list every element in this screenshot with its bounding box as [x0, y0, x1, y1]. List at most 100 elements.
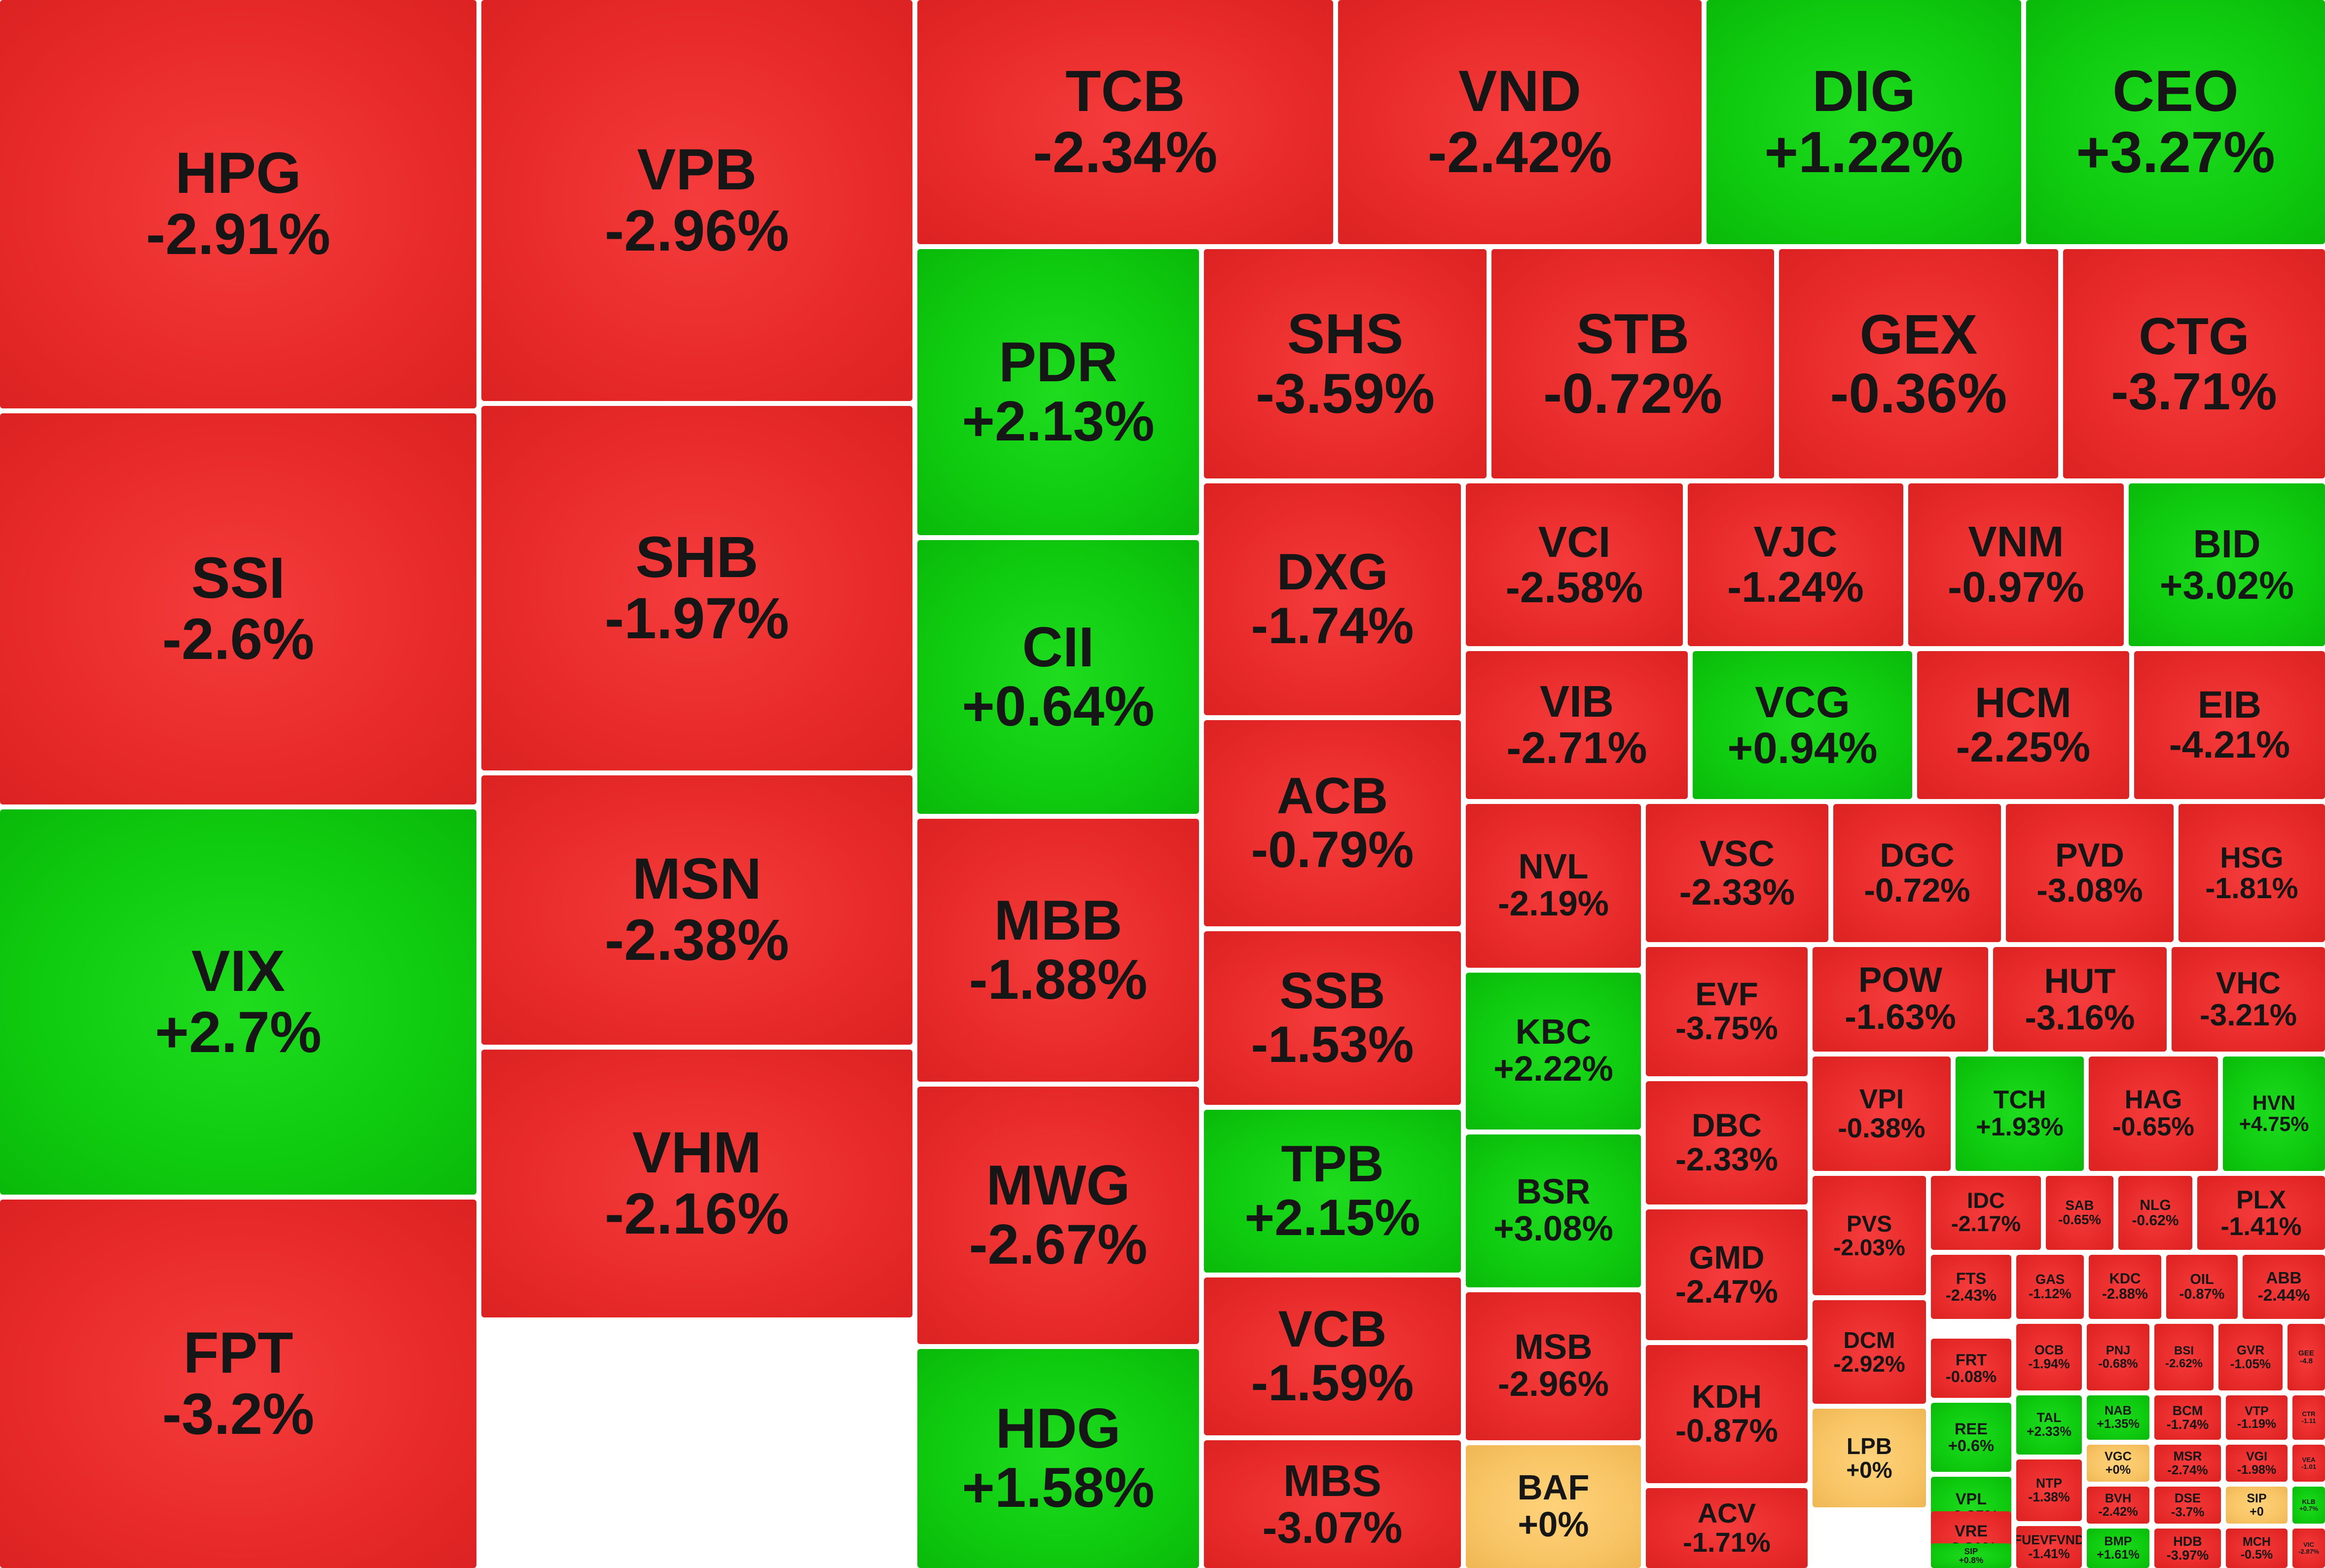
- stock-tile-acv[interactable]: ACV -1.71%: [1646, 1488, 1808, 1568]
- stock-tile-cii[interactable]: CII +0.64%: [917, 540, 1199, 814]
- stock-tile-vpi[interactable]: VPI -0.38%: [1813, 1057, 1951, 1171]
- stock-tile-abb[interactable]: ABB -2.44%: [2243, 1255, 2325, 1319]
- stock-tile-kbc[interactable]: KBC +2.22%: [1466, 973, 1641, 1130]
- stock-tile-bvh[interactable]: BVH -2.42%: [2087, 1487, 2149, 1524]
- stock-tile-evf[interactable]: EVF -3.75%: [1646, 947, 1808, 1076]
- stock-tile-baf[interactable]: BAF +0%: [1466, 1445, 1641, 1568]
- stock-tile-plx[interactable]: PLX -1.41%: [2197, 1176, 2325, 1250]
- stock-tile-hag[interactable]: HAG -0.65%: [2089, 1057, 2218, 1171]
- stock-tile-hut[interactable]: HUT -3.16%: [1993, 947, 2167, 1052]
- stock-tile-lpb[interactable]: LPB +0%: [1813, 1409, 1926, 1507]
- stock-tile-sab[interactable]: SAB -0.65%: [2046, 1176, 2113, 1250]
- stock-tile-vhm[interactable]: VHM -2.16%: [481, 1050, 912, 1317]
- stock-tile-tpb[interactable]: TPB +2.15%: [1204, 1110, 1461, 1273]
- stock-tile-mbs[interactable]: MBS -3.07%: [1204, 1440, 1461, 1568]
- stock-tile-msn[interactable]: MSN -2.38%: [481, 775, 912, 1045]
- stock-tile-msr[interactable]: MSR -2.74%: [2154, 1445, 2221, 1482]
- stock-tile-ssb[interactable]: SSB -1.53%: [1204, 931, 1461, 1105]
- stock-tile-dbc[interactable]: DBC -2.33%: [1646, 1081, 1808, 1204]
- stock-tile-fuevfvnd[interactable]: FUEVFVND -1.41%: [2016, 1526, 2082, 1568]
- stock-tile-vea[interactable]: VEA -1.01: [2292, 1445, 2325, 1482]
- stock-tile-fpt[interactable]: FPT -3.2%: [0, 1200, 476, 1568]
- stock-tile-tch[interactable]: TCH +1.93%: [1956, 1057, 2084, 1171]
- stock-tile-ctr[interactable]: CTR -1.11: [2292, 1395, 2325, 1440]
- stock-tile-msb[interactable]: MSB -2.96%: [1466, 1292, 1641, 1440]
- stock-tile-bmp[interactable]: BMP +1.61%: [2087, 1529, 2149, 1568]
- stock-tile-mwg[interactable]: MWG -2.67%: [917, 1087, 1199, 1344]
- stock-tile-idc[interactable]: IDC -2.17%: [1931, 1176, 2041, 1250]
- stock-tile-vsc[interactable]: VSC -2.33%: [1646, 804, 1828, 942]
- stock-tile-dgc[interactable]: DGC -0.72%: [1833, 804, 2001, 942]
- stock-tile-dxg[interactable]: DXG -1.74%: [1204, 483, 1461, 715]
- stock-tile-hvn[interactable]: HVN +4.75%: [2223, 1057, 2325, 1171]
- stock-tile-pvd[interactable]: PVD -3.08%: [2006, 804, 2174, 942]
- stock-tile-vci[interactable]: VCI -2.58%: [1466, 483, 1683, 646]
- stock-tile-hdg[interactable]: HDG +1.58%: [917, 1349, 1199, 1568]
- stock-tile-gex[interactable]: GEX -0.36%: [1779, 249, 2058, 478]
- stock-tile-pdr[interactable]: PDR +2.13%: [917, 249, 1199, 535]
- stock-tile-dse[interactable]: DSE -3.7%: [2154, 1487, 2221, 1524]
- stock-tile-sip[interactable]: SIP +0: [2226, 1487, 2288, 1524]
- stock-tile-ree[interactable]: REE +0.6%: [1931, 1403, 2011, 1472]
- stock-tile-bid[interactable]: BID +3.02%: [2129, 483, 2325, 646]
- stock-tile-vcg[interactable]: VCG +0.94%: [1693, 651, 1912, 799]
- stock-tile-bcm[interactable]: BCM -1.74%: [2154, 1395, 2221, 1440]
- stock-tile-vcb[interactable]: VCB -1.59%: [1204, 1277, 1461, 1435]
- stock-tile-vpb[interactable]: VPB -2.96%: [481, 0, 912, 401]
- stock-tile-pnj[interactable]: PNJ -0.68%: [2087, 1324, 2149, 1390]
- stock-tile-vjc[interactable]: VJC -1.24%: [1688, 483, 1903, 646]
- stock-tile-mbb[interactable]: MBB -1.88%: [917, 819, 1199, 1082]
- stock-change: +1.93%: [1976, 1113, 2064, 1141]
- stock-tile-stb[interactable]: STB -0.72%: [1491, 249, 1774, 478]
- stock-tile-eib[interactable]: EIB -4.21%: [2134, 651, 2325, 799]
- stock-tile-kdh[interactable]: KDH -0.87%: [1646, 1345, 1808, 1483]
- stock-tile-klb[interactable]: KLB +0.7%: [2292, 1487, 2325, 1524]
- stock-tile-dcm[interactable]: DCM -2.92%: [1813, 1300, 1926, 1404]
- stock-tile-dig[interactable]: DIG +1.22%: [1707, 0, 2021, 244]
- stock-tile-hpg[interactable]: HPG -2.91%: [0, 0, 476, 408]
- stock-tile-gas[interactable]: GAS -1.12%: [2016, 1255, 2084, 1319]
- stock-tile-tal[interactable]: TAL +2.33%: [2016, 1395, 2082, 1455]
- stock-ticker: ABB: [2266, 1269, 2302, 1287]
- stock-tile-fts[interactable]: FTS -2.43%: [1931, 1255, 2011, 1319]
- stock-tile-vnm[interactable]: VNM -0.97%: [1908, 483, 2124, 646]
- stock-tile-vgi[interactable]: VGI -1.98%: [2226, 1445, 2288, 1482]
- stock-tile-vtp[interactable]: VTP -1.19%: [2226, 1395, 2288, 1440]
- stock-tile-gee[interactable]: GEE -4.8: [2288, 1324, 2325, 1390]
- stock-tile-hcm[interactable]: HCM -2.25%: [1917, 651, 2129, 799]
- stock-tile-nlg[interactable]: NLG -0.62%: [2118, 1176, 2192, 1250]
- stock-tile-tcb[interactable]: TCB -2.34%: [917, 0, 1333, 244]
- stock-tile-vic[interactable]: VIC -2.87%: [2292, 1529, 2325, 1568]
- stock-tile-pvs[interactable]: PVS -2.03%: [1813, 1176, 1926, 1295]
- stock-tile-bsr[interactable]: BSR +3.08%: [1466, 1134, 1641, 1287]
- stock-tile-gmd[interactable]: GMD -2.47%: [1646, 1209, 1808, 1340]
- stock-tile-nab[interactable]: NAB +1.35%: [2087, 1395, 2149, 1440]
- stock-tile-ctg[interactable]: CTG -3.71%: [2063, 249, 2325, 478]
- stock-change: -1.98%: [2237, 1462, 2277, 1477]
- stock-tile-shb[interactable]: SHB -1.97%: [481, 406, 912, 770]
- stock-tile-ssi[interactable]: SSI -2.6%: [0, 413, 476, 804]
- stock-tile-gvr[interactable]: GVR -1.05%: [2218, 1324, 2283, 1390]
- stock-tile-nvl[interactable]: NVL -2.19%: [1466, 804, 1641, 968]
- stock-tile-vhc[interactable]: VHC -3.21%: [2172, 947, 2325, 1052]
- stock-tile-shs[interactable]: SHS -3.59%: [1204, 249, 1487, 478]
- stock-tile-oil[interactable]: OIL -0.87%: [2166, 1255, 2238, 1319]
- stock-tile-hdb[interactable]: HDB -3.97%: [2154, 1529, 2221, 1568]
- stock-tile-hsg[interactable]: HSG -1.81%: [2179, 804, 2325, 942]
- stock-tile-ocb[interactable]: OCB -1.94%: [2016, 1324, 2082, 1390]
- stock-change: +0%: [1846, 1457, 1892, 1483]
- stock-tile-sip[interactable]: SIP +0.8%: [1931, 1543, 2011, 1568]
- stock-tile-vix[interactable]: VIX +2.7%: [0, 809, 476, 1195]
- stock-change: +3.02%: [2159, 563, 2294, 607]
- stock-tile-vib[interactable]: VIB -2.71%: [1466, 651, 1688, 799]
- stock-tile-vgc[interactable]: VGC +0%: [2087, 1445, 2149, 1482]
- stock-tile-pow[interactable]: POW -1.63%: [1813, 947, 1988, 1052]
- stock-tile-ntp[interactable]: NTP -1.38%: [2016, 1459, 2082, 1521]
- stock-tile-ceo[interactable]: CEO +3.27%: [2026, 0, 2325, 244]
- stock-tile-acb[interactable]: ACB -0.79%: [1204, 720, 1461, 926]
- stock-tile-bsi[interactable]: BSI -2.62%: [2154, 1324, 2214, 1390]
- stock-tile-vnd[interactable]: VND -2.42%: [1338, 0, 1702, 244]
- stock-tile-kdc[interactable]: KDC -2.88%: [2089, 1255, 2161, 1319]
- stock-tile-frt[interactable]: FRT -0.08%: [1931, 1339, 2011, 1398]
- stock-tile-mch[interactable]: MCH -0.5%: [2226, 1529, 2288, 1568]
